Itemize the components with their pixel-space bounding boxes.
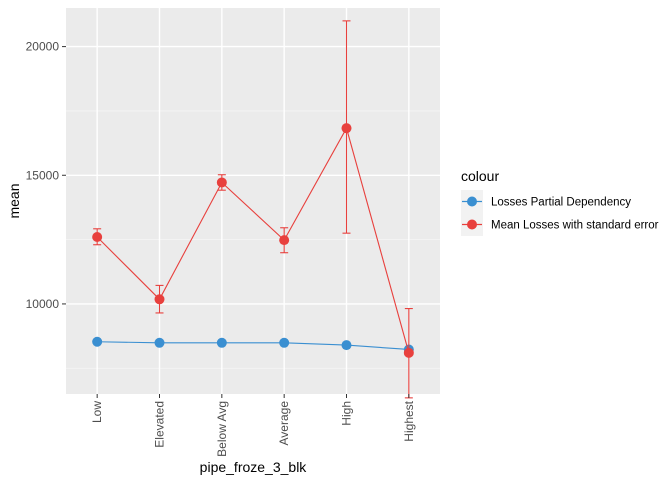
legend: colour Losses Partial Dependency Mean Los… xyxy=(461,168,659,236)
series-layer xyxy=(92,20,414,399)
legend-label: Losses Partial Dependency xyxy=(491,197,631,209)
x-tick-label: High xyxy=(340,401,354,426)
axis-layer: 10000 15000 20000 Low Elevated Below Avg Avera… xyxy=(26,40,416,457)
y-tick-label: 10000 xyxy=(26,297,60,311)
data-point xyxy=(403,347,414,358)
data-point xyxy=(154,337,165,348)
legend-item: Mean Losses with standard error xyxy=(461,213,659,236)
data-point xyxy=(92,232,103,243)
data-point xyxy=(216,177,227,188)
data-point xyxy=(92,336,103,347)
data-point xyxy=(216,337,227,348)
series-line xyxy=(97,341,409,351)
x-tick-label: Low xyxy=(90,401,104,423)
series-line xyxy=(96,126,410,353)
y-tick-label: 15000 xyxy=(26,168,60,182)
data-point xyxy=(279,235,290,246)
x-tick-label: Highest xyxy=(402,400,416,441)
data-point xyxy=(341,123,352,134)
legend-label: Mean Losses with standard error xyxy=(491,220,659,232)
y-tick-label: 20000 xyxy=(26,40,60,54)
x-tick-label: Below Avg xyxy=(215,401,229,457)
y-axis-title: mean xyxy=(6,183,22,218)
legend-items: Losses Partial Dependency Mean Losses wit… xyxy=(461,190,659,236)
x-tick-label: Elevated xyxy=(153,401,167,448)
data-point xyxy=(341,340,352,351)
data-point xyxy=(279,337,290,348)
legend-key-point xyxy=(467,219,477,230)
legend-item: Losses Partial Dependency xyxy=(461,190,631,213)
data-point xyxy=(154,294,165,305)
legend-key-point xyxy=(467,196,477,207)
legend-title: colour xyxy=(461,168,499,184)
x-tick-label: Average xyxy=(277,401,291,446)
plot-panel xyxy=(66,8,440,394)
series-group xyxy=(92,20,414,399)
x-axis-title: pipe_froze_3_blk xyxy=(200,459,308,475)
